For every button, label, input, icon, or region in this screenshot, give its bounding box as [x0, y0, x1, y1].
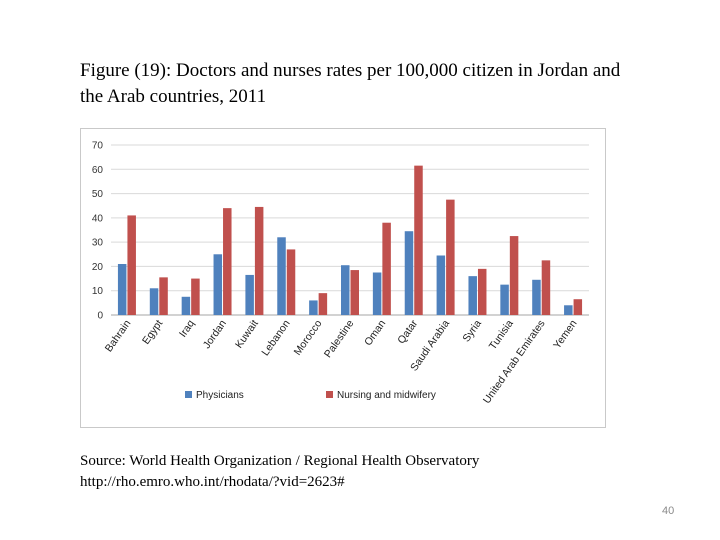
y-tick-label: 10: [92, 286, 104, 297]
page-number: 40: [662, 505, 675, 517]
figure-title: Figure (19): Doctors and nurses rates pe…: [80, 60, 621, 107]
nursing-bar: [446, 199, 455, 315]
legend-label: Physicians: [196, 390, 244, 401]
category-label: Qatar: [395, 317, 420, 346]
physicians-bar: [341, 265, 350, 315]
category-label: United Arab Emirates: [481, 318, 548, 406]
category-label: Morocco: [292, 318, 325, 358]
physicians-bar: [372, 272, 382, 315]
physicians-bar: [468, 276, 477, 315]
physicians-bar: [404, 231, 414, 315]
physicians-bar: [213, 254, 223, 315]
category-label: Egypt: [140, 318, 165, 347]
category-label: Iraq: [177, 318, 197, 340]
y-tick-label: 60: [92, 165, 104, 176]
category-label: Jordan: [201, 318, 229, 351]
bar-chart: 0 10 20 30 40 50 60 70 Bahrain Egypt Iraq Jordan Kuw…: [92, 141, 589, 406]
category-label: Yemen: [551, 318, 579, 351]
nursing-bar: [573, 299, 583, 315]
nursing-bar: [191, 278, 200, 315]
nursing-bar: [318, 293, 328, 315]
nursing-bar: [254, 206, 264, 315]
y-tick-label: 30: [92, 238, 104, 249]
source-url: http://rho.emro.who.int/rhodata/?vid=262…: [80, 474, 345, 490]
nursing-bar: [350, 270, 359, 315]
category-label: Palestine: [322, 318, 357, 360]
nursing-bar: [127, 215, 136, 315]
y-tick-label: 40: [92, 213, 104, 224]
nursing-bar: [286, 249, 296, 315]
physicians-bar: [117, 264, 127, 315]
source-note: Source: World Health Organization / Regi…: [80, 451, 640, 493]
nursing-bar: [159, 277, 168, 315]
physicians-bar: [277, 237, 286, 315]
physicians-bar: [149, 288, 159, 315]
physicians-bar: [564, 305, 573, 315]
physicians-bar: [436, 255, 446, 315]
category-label: Lebanon: [259, 318, 292, 358]
category-label: Tunisia: [487, 318, 516, 352]
y-tick-label: 0: [97, 311, 103, 322]
nursing-bar: [509, 236, 519, 315]
nursing-bar: [223, 208, 232, 315]
legend-label: Nursing and midwifery: [337, 390, 436, 401]
nursing-bar: [382, 222, 391, 315]
y-tick-label: 70: [92, 141, 104, 152]
category-label: Syria: [460, 318, 484, 345]
category-label: Oman: [362, 318, 388, 348]
nursing-bar: [477, 268, 487, 315]
chart-frame: 0 10 20 30 40 50 60 70 Bahrain Egypt Iraq Jordan Kuw…: [80, 128, 606, 428]
legend-swatch: [185, 391, 192, 398]
nursing-bar: [414, 165, 423, 315]
source-line: Source: World Health Organization / Regi…: [80, 453, 480, 469]
physicians-bar: [309, 300, 318, 315]
physicians-bar: [500, 284, 509, 315]
physicians-bar: [181, 296, 191, 315]
y-tick-label: 50: [92, 189, 104, 200]
y-tick-label: 20: [92, 262, 104, 273]
physicians-bar: [532, 279, 541, 315]
category-label: Bahrain: [103, 318, 134, 355]
nursing-bar: [541, 260, 551, 315]
legend-swatch: [326, 391, 333, 398]
category-label: Kuwait: [233, 318, 261, 351]
physicians-bar: [245, 274, 254, 315]
